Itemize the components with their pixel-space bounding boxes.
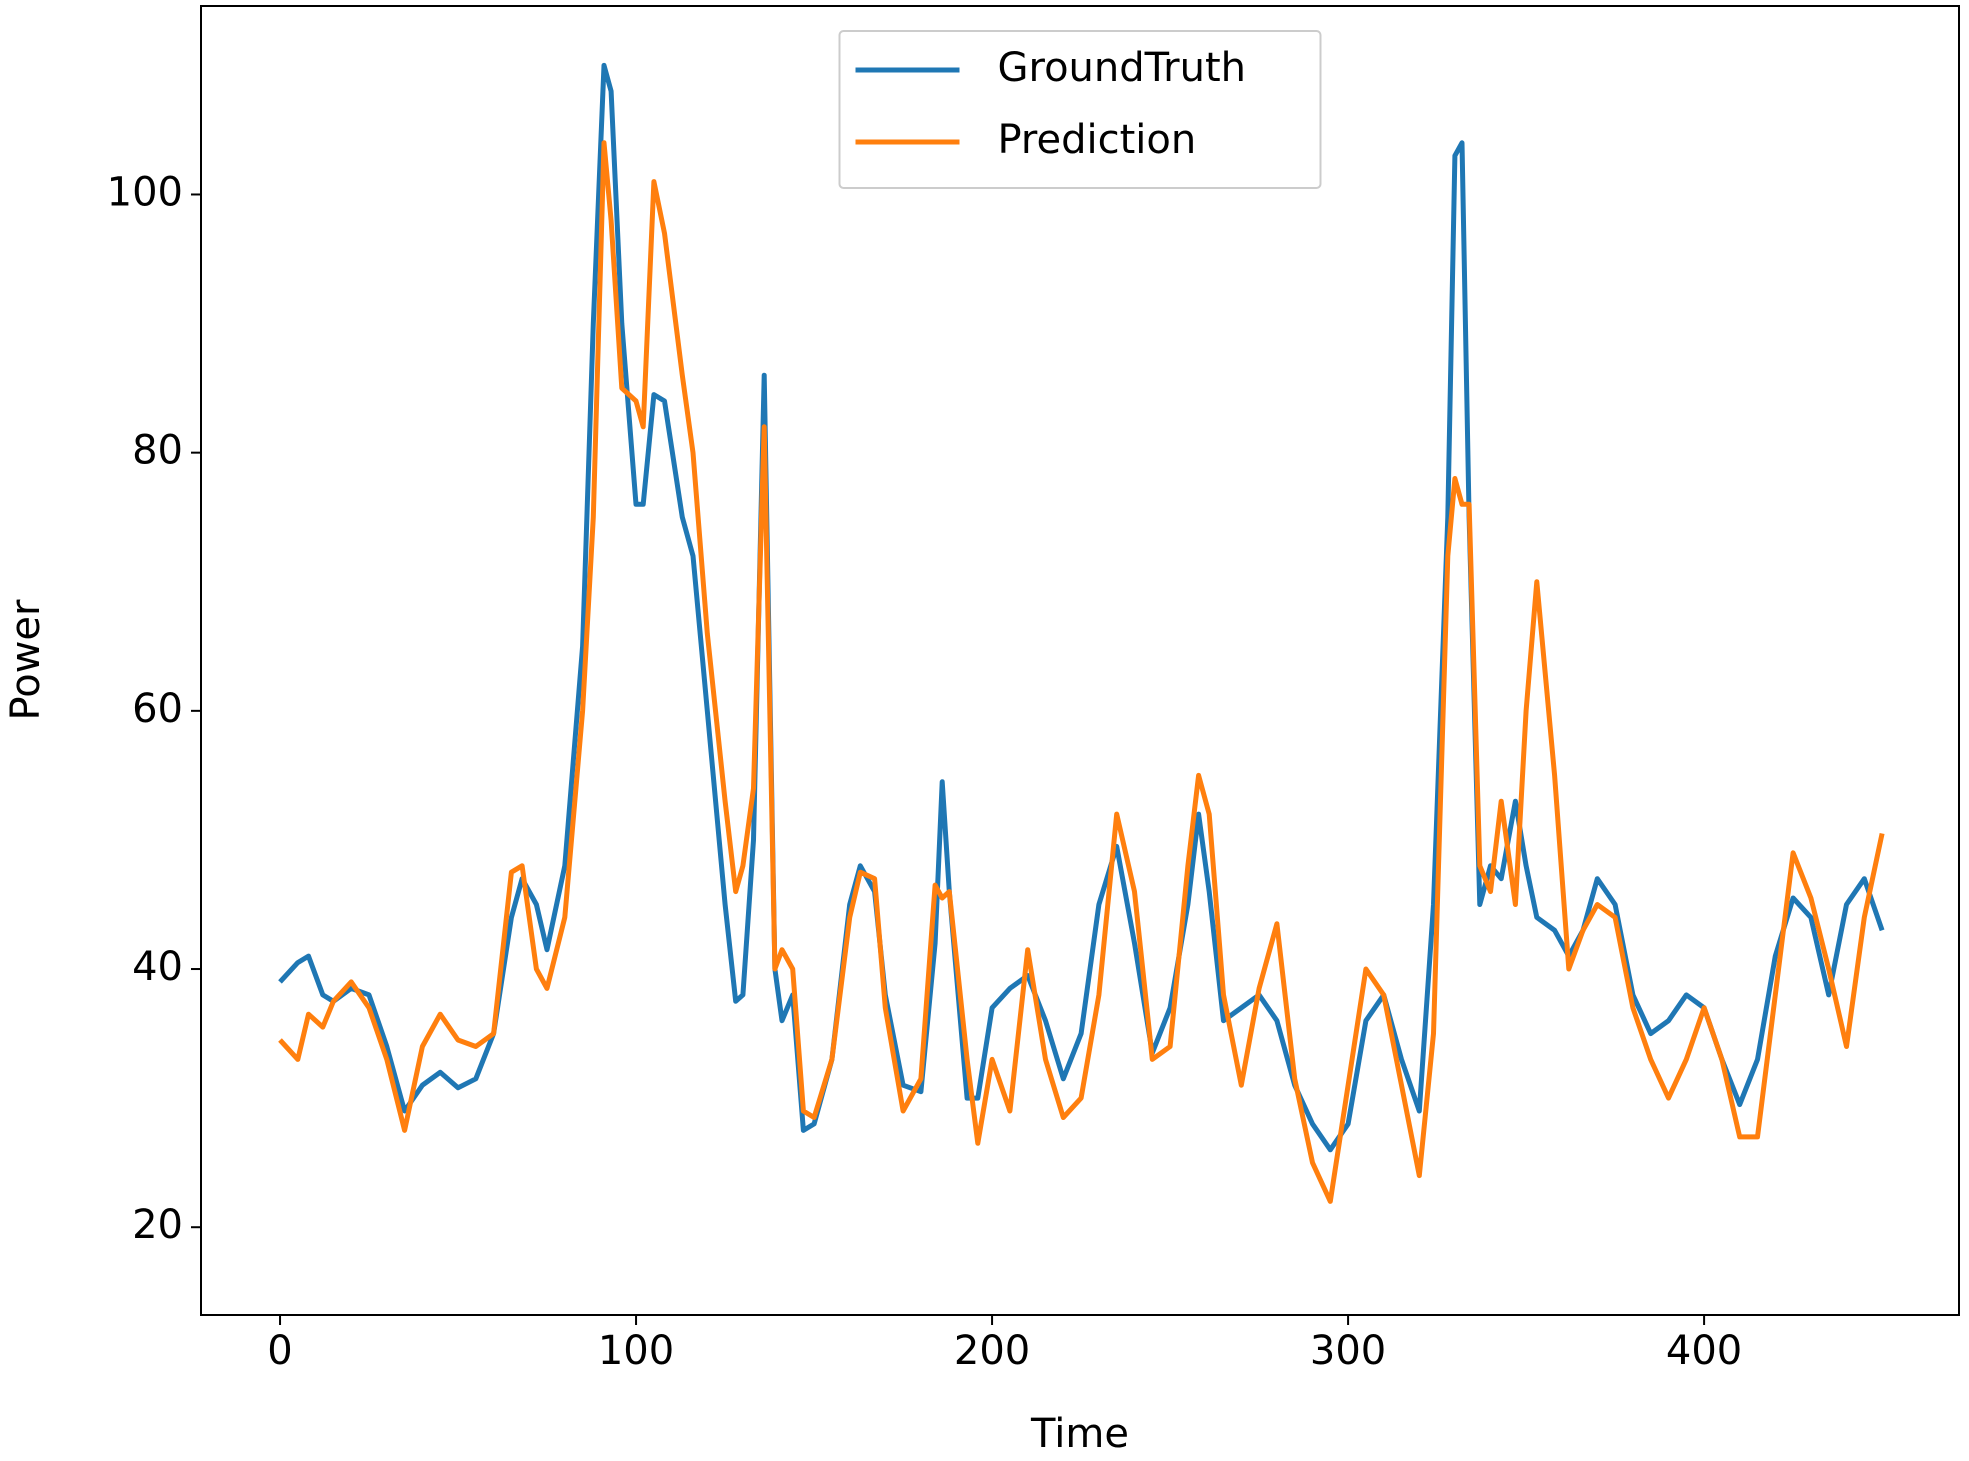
x-tick-label: 200 [954, 1328, 1030, 1374]
legend-label: Prediction [998, 117, 1197, 163]
x-axis-label: Time [1030, 1411, 1129, 1457]
y-tick-label: 60 [132, 686, 183, 732]
y-axis-label: Power [3, 599, 49, 720]
y-tick-label: 100 [107, 169, 183, 215]
legend-label: GroundTruth [998, 45, 1247, 91]
plot-frame [200, 5, 1960, 1316]
line-series [278, 140, 1885, 1204]
x-tick-label: 400 [1666, 1328, 1742, 1374]
x-tick-label: 0 [267, 1328, 292, 1374]
y-tick-label: 20 [132, 1202, 183, 1248]
x-tick-label: 300 [1310, 1328, 1386, 1374]
x-tick-label: 100 [598, 1328, 674, 1374]
legend-box [838, 30, 1322, 189]
y-tick-label: 40 [132, 944, 183, 990]
line-series [278, 62, 1885, 1153]
y-tick-label: 80 [132, 428, 183, 474]
